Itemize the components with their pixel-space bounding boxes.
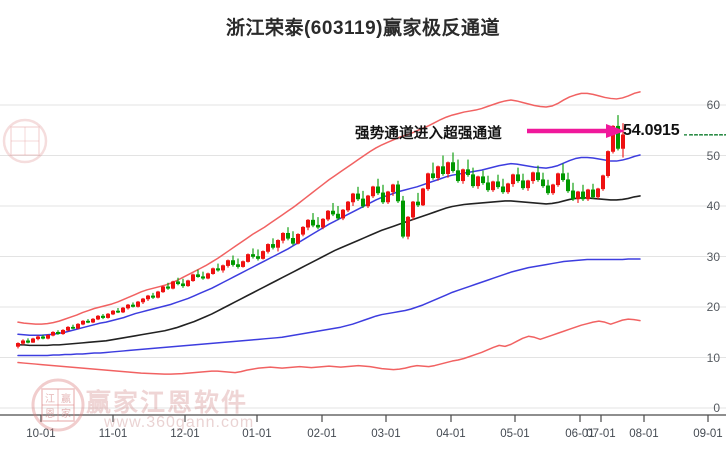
x-axis-tick-label: 01-01 bbox=[242, 428, 272, 440]
current-price-label: 54.0915 bbox=[623, 122, 680, 139]
y-axis-tick-label: 60 bbox=[706, 98, 720, 112]
x-axis-tick-label: 08-01 bbox=[629, 428, 659, 440]
gridlines bbox=[0, 104, 726, 409]
y-axis-tick-label: 50 bbox=[706, 148, 720, 163]
x-axis-tick-label: 11-01 bbox=[98, 428, 128, 440]
x-axis-tick-label: 10-01 bbox=[26, 428, 56, 440]
y-axis-tick-label: 20 bbox=[706, 300, 720, 314]
channel-annotation-label: 强势通道进入超强通道 bbox=[355, 126, 502, 142]
y-axis-tick-label: 30 bbox=[706, 249, 720, 264]
x-axis-tick-label: 04-01 bbox=[436, 428, 466, 440]
y-axis-tick-label: 10 bbox=[706, 350, 720, 365]
x-axis-tick-label: 07-01 bbox=[586, 428, 616, 440]
x-axis-tick-label: 09-01 bbox=[693, 428, 723, 440]
channel-bands bbox=[17, 91, 641, 375]
page-title: 浙江荣泰(603119)赢家极反通道 bbox=[225, 18, 500, 39]
x-axis-tick-label: 02-01 bbox=[307, 428, 337, 440]
x-axis-tick-label: 03-01 bbox=[371, 428, 401, 440]
x-axis-tick-label: 06-01 bbox=[565, 428, 595, 440]
x-axis-tick-label: 12-01 bbox=[170, 428, 200, 440]
axis-lines bbox=[0, 414, 726, 422]
annotation-arrow bbox=[527, 124, 625, 138]
x-axis-tick-label: 05-01 bbox=[500, 428, 530, 440]
y-axis-tick-label: 0 bbox=[713, 401, 720, 415]
y-axis-tick-label: 40 bbox=[706, 199, 720, 213]
candlestick-series bbox=[15, 115, 625, 349]
